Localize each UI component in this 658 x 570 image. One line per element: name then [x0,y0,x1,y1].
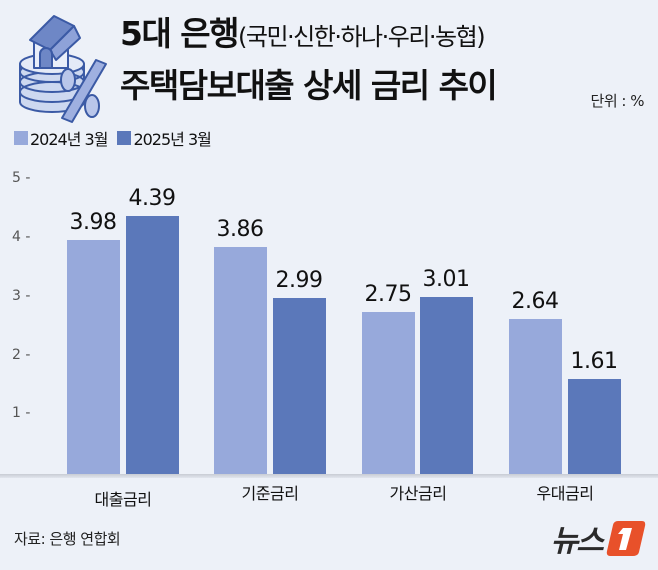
y-tick-2: 2 - [12,347,31,363]
house-percent-illustration-icon [10,2,114,124]
title-main: 5대 은행 [120,14,240,53]
value-2025-loan-rate: 4.39 [128,186,176,211]
bar-2024-base-rate [214,247,267,474]
value-2024-loan-rate: 3.98 [69,210,117,235]
title-banks: (국민·신한·하나·우리·농협) [238,23,486,51]
legend-item-2025: 2025년 3월 [117,126,212,150]
x-axis-baseline [0,474,658,478]
bar-2025-loan-rate [126,216,179,474]
value-2025-spread-rate: 3.01 [422,267,470,292]
legend-label-2024: 2024년 3월 [30,130,108,149]
bar-2024-loan-rate [67,240,120,474]
legend-swatch-2024 [14,131,28,145]
y-tick-3: 3 - [12,288,31,304]
y-tick-1: 1 - [12,405,31,421]
x-label-spread-rate: 가산금리 [389,484,447,503]
legend-swatch-2025 [117,131,132,145]
value-2024-base-rate: 3.86 [216,217,264,242]
value-2025-base-rate: 2.99 [275,268,323,293]
x-label-loan-rate: 대출금리 [94,490,152,509]
value-2024-spread-rate: 2.75 [364,282,412,307]
bar-2025-base-rate [273,298,326,474]
chart-title-line2: 주택담보대출 상세 금리 추이 [120,66,498,105]
legend: 2024년 3월 2025년 3월 [14,126,212,150]
source-note: 자료: 은행 연합회 [14,530,121,548]
y-tick-4: 4 - [12,229,31,245]
bar-2025-spread-rate [420,297,473,474]
bar-2024-preferential-rate [509,319,562,474]
bar-2025-preferential-rate [568,379,621,474]
x-label-preferential-rate: 우대금리 [536,484,594,503]
unit-label: 단위 : % [590,92,645,110]
y-tick-5: 5 - [12,170,31,186]
brand-text: 뉴스 [550,524,604,559]
value-2025-preferential-rate: 1.61 [570,349,618,374]
value-2024-preferential-rate: 2.64 [511,289,559,314]
bar-2024-spread-rate [362,312,415,474]
legend-label-2025: 2025년 3월 [133,130,211,149]
brand-mark-icon [606,521,646,556]
chart-title-line1: 5대 은행(국민·신한·하나·우리·농협) [120,14,486,57]
legend-item-2024: 2024년 3월 [14,126,108,150]
news1-logo: 뉴스 [551,516,646,560]
x-label-base-rate: 기준금리 [241,484,299,503]
